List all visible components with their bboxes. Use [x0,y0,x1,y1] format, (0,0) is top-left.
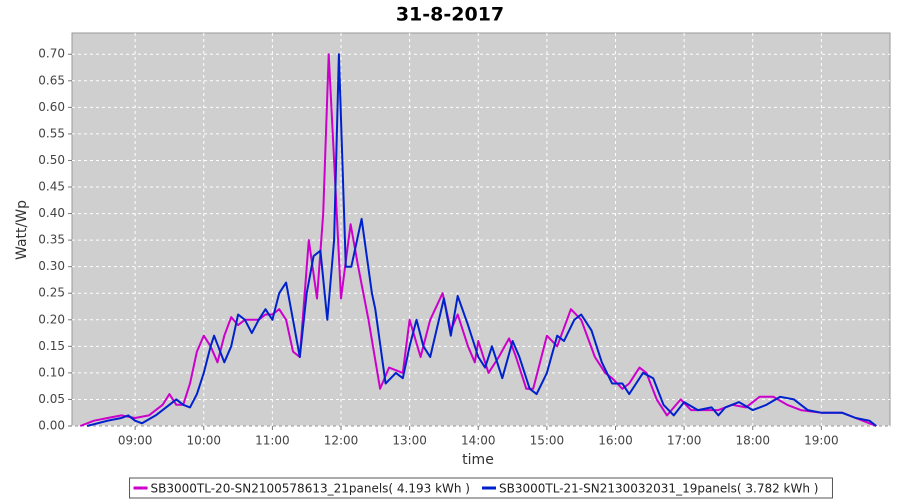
y-tick-label: 0.55 [38,126,65,140]
y-tick-label: 0.45 [38,180,65,194]
x-tick-label: 10:00 [186,434,221,448]
chart-title: 31-8-2017 [396,4,504,26]
y-tick-label: 0.05 [38,392,65,406]
legend-label: SB3000TL-21-SN2130032031_19panels( 3.782… [499,482,818,496]
y-tick-label: 0.10 [38,365,65,379]
legend-box [129,477,833,499]
y-tick-label: 0.70 [38,47,65,61]
y-tick-label: 0.15 [38,339,65,353]
y-tick-label: 0.60 [38,100,65,114]
plot-area [71,32,891,427]
x-tick-label: 15:00 [530,434,565,448]
legend-item: SB3000TL-21-SN2130032031_19panels( 3.782… [482,482,818,496]
y-tick-label: 0.25 [38,286,65,300]
x-tick-label: 13:00 [392,434,427,448]
x-tick-label: 14:00 [461,434,496,448]
y-tick-label: 0.20 [38,312,65,326]
y-tick-label: 0.65 [38,73,65,87]
x-tick-label: 12:00 [324,434,359,448]
legend-label: SB3000TL-20-SN2100578613_21panels( 4.193… [151,482,470,496]
series-line [79,53,877,427]
y-tick-label: 0.30 [38,259,65,273]
series-line [86,53,877,427]
x-tick-label: 18:00 [735,434,770,448]
legend-item: SB3000TL-20-SN2100578613_21panels( 4.193… [133,482,470,496]
y-tick-label: 0.40 [38,206,65,220]
x-tick-label: 17:00 [667,434,702,448]
x-tick-label: 19:00 [804,434,839,448]
x-tick-label: 11:00 [255,434,290,448]
y-tick-label: 0.00 [38,419,65,433]
y-axis-label: Watt/Wp [14,200,30,260]
x-tick-label: 16:00 [598,434,633,448]
x-axis-label: time [462,452,494,468]
legend: SB3000TL-20-SN2100578613_21panels( 4.193… [129,477,833,499]
y-tick-label: 0.35 [38,233,65,247]
x-tick-label: 09:00 [118,434,153,448]
y-tick-label: 0.50 [38,153,65,167]
